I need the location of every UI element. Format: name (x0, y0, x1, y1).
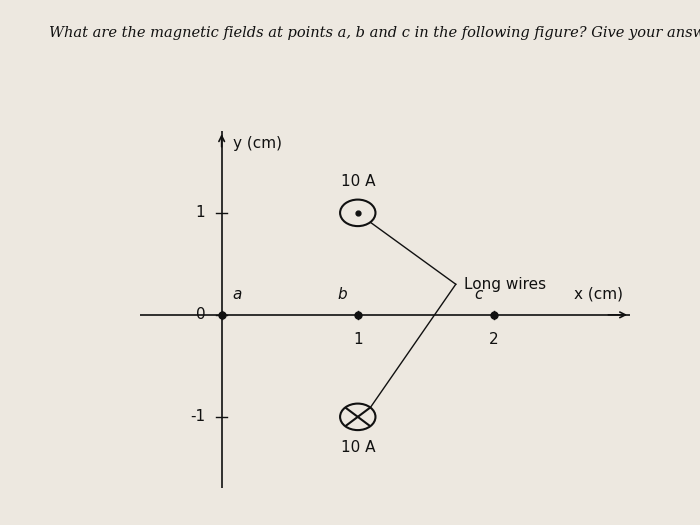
Text: 1: 1 (353, 332, 363, 347)
Text: x (cm): x (cm) (574, 287, 623, 301)
Text: 10 A: 10 A (340, 440, 375, 455)
Text: b: b (337, 287, 347, 301)
Text: 10 A: 10 A (340, 174, 375, 190)
Text: Long wires: Long wires (464, 277, 546, 292)
Text: y (cm): y (cm) (232, 136, 281, 151)
Text: 1: 1 (196, 205, 205, 220)
Text: -1: -1 (190, 410, 205, 424)
Text: What are the magnetic fields at points a, b and c in the following figure? Give : What are the magnetic fields at points a… (49, 26, 700, 40)
Text: 2: 2 (489, 332, 498, 347)
Text: 0: 0 (196, 307, 205, 322)
Text: c: c (475, 287, 483, 301)
Text: a: a (232, 287, 242, 301)
